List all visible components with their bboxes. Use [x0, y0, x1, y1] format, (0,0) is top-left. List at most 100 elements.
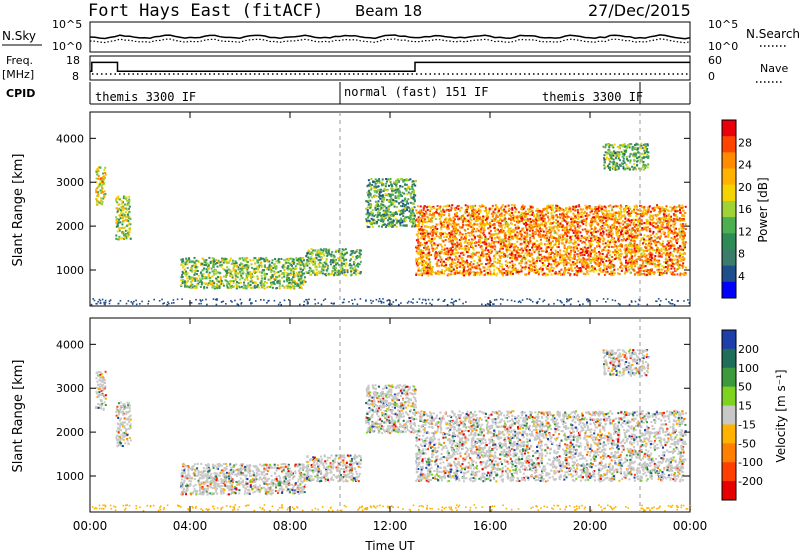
echo-cell	[339, 253, 342, 256]
echo-cell	[655, 244, 657, 247]
echo-cell	[528, 267, 531, 270]
echo-cell	[564, 230, 567, 233]
echo-cell	[293, 276, 296, 279]
echo-cell	[634, 272, 637, 275]
echo-cell	[340, 255, 343, 257]
echo-cell	[594, 216, 597, 219]
echo-cell	[184, 285, 186, 288]
echo-cell	[572, 263, 575, 266]
echo-cell	[378, 205, 381, 208]
echo-cell	[649, 214, 652, 217]
echo-cell	[287, 285, 290, 288]
echo-cell	[292, 272, 295, 275]
echo-cell	[496, 228, 499, 231]
echo-cell	[281, 276, 283, 279]
echo-cell	[412, 224, 414, 226]
echo-cell	[259, 257, 262, 260]
echo-cell	[640, 228, 643, 231]
echo-cell	[492, 260, 495, 263]
echo-cell	[668, 217, 671, 220]
echo-cell	[298, 262, 301, 265]
echo-cell	[580, 263, 583, 266]
echo-cell	[298, 286, 301, 289]
echo-cell	[672, 265, 675, 268]
echo-cell	[211, 270, 214, 273]
echo-cell	[322, 249, 325, 252]
echo-cell	[628, 251, 630, 254]
echo-cell	[439, 250, 441, 253]
echo-cell	[291, 261, 294, 264]
echo-cell	[613, 272, 616, 275]
echo-cell	[590, 224, 593, 227]
echo-cell	[565, 241, 568, 244]
echo-cell	[619, 217, 622, 220]
echo-cell	[538, 218, 541, 221]
echo-cell	[639, 213, 642, 215]
echo-cell	[259, 281, 262, 284]
echo-cell	[344, 265, 347, 268]
echo-cell	[417, 239, 419, 242]
echo-cell	[97, 177, 100, 180]
echo-cell	[549, 218, 552, 221]
echo-cell	[580, 208, 583, 211]
echo-cell	[126, 234, 129, 237]
echo-cell	[267, 266, 270, 269]
echo-cell	[672, 255, 675, 258]
echo-cell	[535, 228, 538, 231]
echo-cell	[272, 270, 275, 273]
echo-cell	[245, 266, 247, 269]
echo-cell	[392, 225, 395, 228]
echo-cell	[325, 274, 328, 277]
echo-cell	[459, 226, 462, 229]
echo-cell	[643, 234, 646, 237]
echo-cell	[661, 206, 664, 209]
echo-cell	[296, 259, 299, 262]
echo-cell	[502, 239, 505, 242]
echo-cell	[675, 234, 678, 237]
echo-cell	[226, 286, 229, 289]
echo-cell	[341, 257, 344, 260]
echo-cell	[656, 247, 659, 250]
echo-cell	[120, 205, 123, 208]
echo-cell	[652, 217, 655, 220]
echo-cell	[343, 271, 346, 274]
echo-cell	[434, 225, 437, 228]
echo-cell	[421, 214, 424, 217]
echo-cell	[608, 209, 611, 212]
echo-cell	[669, 220, 672, 223]
echo-cell	[608, 262, 611, 265]
echo-cell	[658, 217, 661, 220]
echo-cell	[359, 272, 362, 275]
echo-cell	[682, 223, 684, 225]
echo-cell	[468, 212, 470, 215]
echo-cell	[663, 266, 666, 269]
echo-cell	[205, 264, 207, 267]
echo-cell	[185, 257, 188, 260]
echo-cell	[589, 251, 592, 254]
echo-cell	[615, 218, 618, 221]
echo-cell	[574, 227, 577, 230]
echo-cell	[545, 230, 548, 233]
echo-cell	[607, 224, 610, 227]
echo-cell	[582, 262, 585, 264]
echo-cell	[580, 242, 583, 244]
echo-cell	[568, 208, 571, 211]
echo-cell	[581, 249, 584, 251]
echo-cell	[517, 226, 520, 229]
echo-cell	[649, 248, 652, 251]
echo-cell	[129, 237, 132, 240]
echo-cell	[548, 256, 551, 259]
echo-cell	[299, 281, 302, 284]
echo-cell	[601, 211, 603, 214]
echo-cell	[371, 220, 374, 223]
echo-cell	[412, 217, 415, 220]
echo-cell	[402, 215, 405, 218]
echo-cell	[228, 284, 231, 287]
echo-cell	[508, 242, 511, 245]
echo-cell	[470, 214, 473, 217]
echo-cell	[441, 213, 444, 216]
echo-cell	[531, 211, 534, 214]
echo-cell	[226, 284, 228, 287]
echo-cell	[648, 238, 651, 241]
echo-cell	[340, 259, 343, 262]
